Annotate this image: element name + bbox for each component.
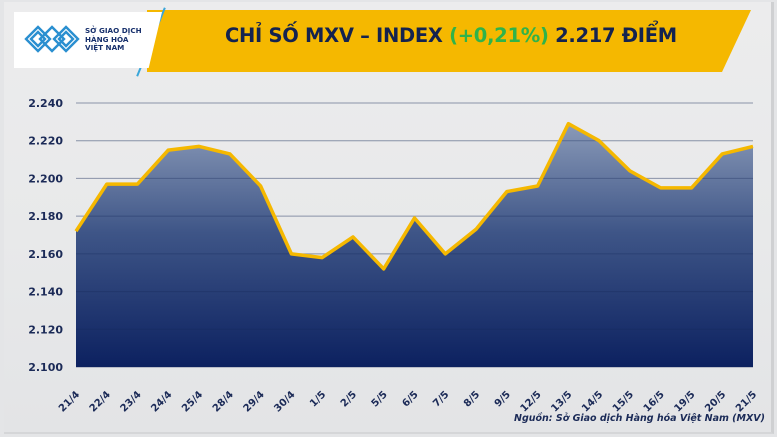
title-prefix: CHỈ SỐ MXV – INDEX xyxy=(225,24,450,47)
x-tick-label: 6/5 xyxy=(400,389,420,409)
logo-box xyxy=(14,12,162,68)
x-tick-label: 13/5 xyxy=(549,389,574,414)
x-tick-label: 21/4 xyxy=(57,389,82,414)
x-tick-label: 21/5 xyxy=(734,389,759,414)
logo-line-2: HÀNG HÓA xyxy=(85,34,129,44)
y-tick-label: 2.100 xyxy=(28,361,63,374)
x-tick-label: 16/5 xyxy=(642,389,667,414)
x-tick-label: 12/5 xyxy=(519,389,544,414)
x-tick-label: 28/4 xyxy=(211,389,236,414)
y-axis: 2.100 2.120 2.140 2.160 2.180 2.200 2.220 2.240 xyxy=(28,97,63,374)
title-change-percent: (+0,21%) xyxy=(449,24,549,47)
x-tick-label: 5/5 xyxy=(370,389,390,409)
x-tick-label: 22/4 xyxy=(88,389,113,414)
gridlines-overlay xyxy=(76,102,753,368)
x-tick-label: 8/5 xyxy=(462,389,482,409)
x-tick-label: 24/4 xyxy=(149,389,174,414)
area-fill xyxy=(76,123,753,367)
x-tick-label: 29/4 xyxy=(242,389,267,414)
y-tick-label: 2.220 xyxy=(28,135,63,148)
x-tick-label: 15/5 xyxy=(611,389,636,414)
y-tick-label: 2.160 xyxy=(28,248,63,261)
mxv-logo-icon xyxy=(24,25,80,53)
x-tick-label: 30/4 xyxy=(272,389,297,414)
y-tick-label: 2.200 xyxy=(28,172,63,185)
y-tick-label: 2.180 xyxy=(28,210,63,223)
y-tick-label: 2.240 xyxy=(28,97,63,110)
chart-title: CHỈ SỐ MXV – INDEX (+0,21%) 2.217 ĐIỂM xyxy=(225,24,677,58)
title-value: 2.217 ĐIỂM xyxy=(548,24,677,47)
title-band xyxy=(147,10,751,72)
x-tick-label: 19/5 xyxy=(672,389,697,414)
logo-line-3: VIỆT NAM xyxy=(85,43,125,53)
x-axis: 21/4 22/4 23/4 24/4 25/4 28/4 29/4 30/4 1/5 2/5 5/… xyxy=(57,389,759,414)
x-tick-label: 20/5 xyxy=(703,389,728,414)
x-tick-label: 9/5 xyxy=(493,389,513,409)
x-tick-label: 1/5 xyxy=(308,389,328,409)
x-tick-label: 25/4 xyxy=(180,389,205,414)
x-tick-label: 2/5 xyxy=(339,389,359,409)
logo-line-1: SỞ GIAO DỊCH xyxy=(85,26,142,35)
x-tick-label: 14/5 xyxy=(580,389,605,414)
x-tick-label: 7/5 xyxy=(431,389,451,409)
logo-text: SỞ GIAO DỊCH HÀNG HÓA VIỆT NAM xyxy=(85,26,142,53)
index-line xyxy=(74,121,754,271)
y-tick-label: 2.120 xyxy=(28,323,63,336)
x-tick-label: 23/4 xyxy=(119,389,144,414)
y-tick-label: 2.140 xyxy=(28,286,63,299)
source-note: Nguồn: Sở Giao dịch Hàng hóa Việt Nam (M… xyxy=(514,413,765,424)
